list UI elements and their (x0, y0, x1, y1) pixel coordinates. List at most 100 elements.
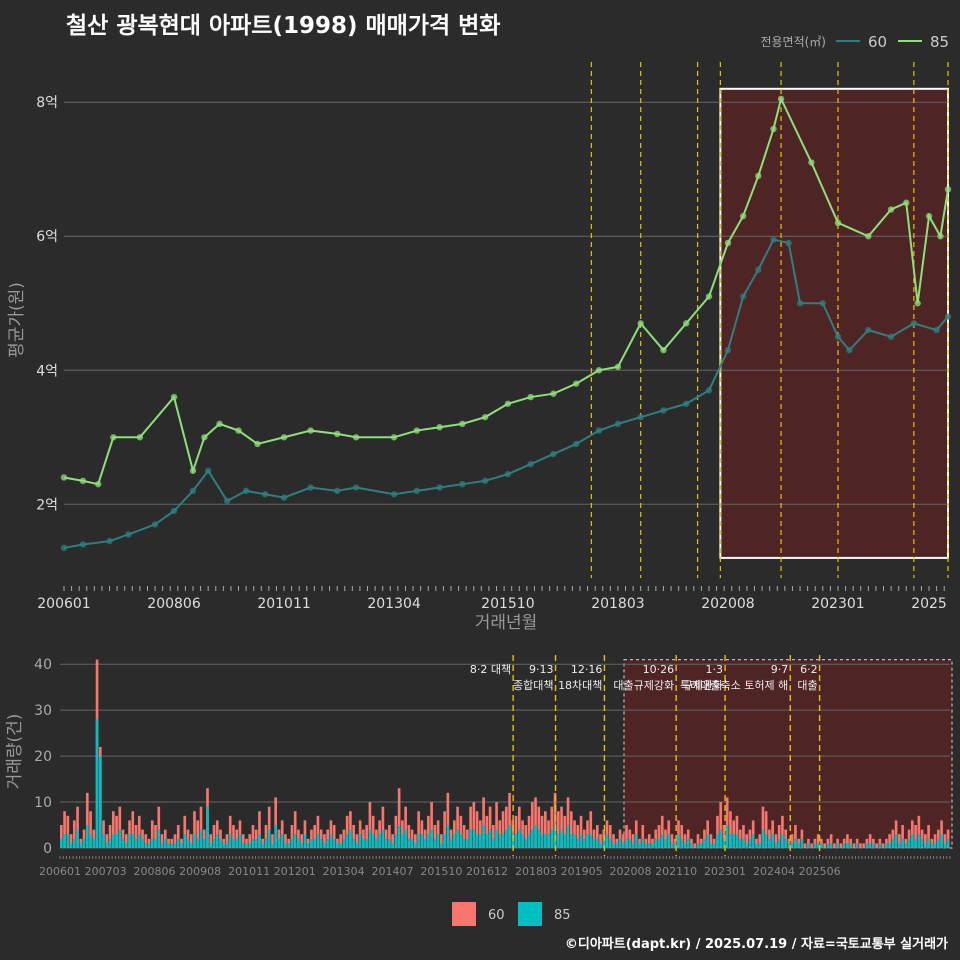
bar-85 (657, 838, 661, 848)
policy-annotation: 12·16 (571, 663, 603, 676)
bar-85 (768, 838, 771, 848)
bar-60 (612, 834, 615, 848)
bar-85 (417, 834, 420, 848)
data-point-85 (235, 427, 242, 434)
bar-85 (141, 838, 144, 848)
bar-60 (576, 825, 580, 848)
bar-60 (209, 834, 213, 848)
bar-60 (154, 825, 157, 848)
bar-60 (472, 802, 476, 848)
bar-60 (339, 834, 342, 848)
bar-x-tick-label: 201407 (372, 865, 414, 878)
bar-85 (111, 834, 115, 848)
x-axis-label: 거래년월 (475, 613, 538, 633)
bar-85 (703, 838, 706, 848)
bar-85 (797, 843, 800, 848)
bar-60 (60, 825, 63, 848)
data-point-60 (595, 427, 603, 434)
bar-60 (540, 815, 544, 848)
bar-x-tick-label: 202008 (610, 865, 652, 878)
data-point-60 (846, 346, 853, 354)
bar-85 (764, 834, 768, 848)
data-point-60 (459, 480, 466, 488)
bar-85 (66, 834, 70, 848)
y-tick-label: 4억 (36, 363, 58, 379)
bar-85 (712, 843, 716, 848)
bar-85 (904, 843, 908, 848)
bar-60 (199, 806, 203, 848)
bar-60 (228, 815, 232, 848)
bar-85 (137, 834, 141, 848)
bar-85 (615, 843, 619, 848)
bar-85 (638, 843, 641, 848)
bar-85 (641, 838, 645, 848)
bar-60 (397, 788, 401, 848)
bar-60 (560, 806, 563, 848)
bar-60 (563, 815, 567, 848)
bar-60 (683, 834, 687, 848)
bar-85 (248, 843, 252, 848)
bar-60 (764, 811, 768, 848)
bar-60 (394, 815, 398, 848)
bar-85 (381, 829, 385, 848)
bar-60 (433, 825, 437, 848)
data-point-85 (739, 212, 747, 220)
bar-85 (930, 843, 934, 848)
bar-85 (277, 838, 281, 848)
bar-85 (582, 838, 586, 848)
bar-60 (670, 834, 674, 848)
bar-60 (368, 802, 372, 848)
bar-60 (313, 825, 317, 848)
bar-60 (248, 834, 252, 848)
bar-85 (440, 843, 443, 848)
bar-y-tick-label: 20 (34, 749, 52, 765)
bar-x-tick-label: 202301 (704, 865, 746, 878)
bar-85 (92, 838, 96, 848)
data-point-85 (352, 434, 360, 441)
data-point-60 (933, 326, 940, 334)
bar-85 (729, 834, 732, 848)
bar-60 (488, 806, 492, 848)
policy-annotation: 18차대책 (558, 679, 602, 692)
bar-85 (326, 838, 329, 848)
bar-85 (85, 825, 89, 848)
bar-60 (105, 834, 109, 848)
data-point-85 (79, 477, 87, 485)
data-point-60 (413, 487, 421, 495)
policy-annotation: 1·3 (706, 663, 724, 676)
data-point-60 (333, 487, 341, 495)
data-point-85 (937, 233, 944, 240)
bar-60 (839, 843, 843, 848)
bar-85 (602, 838, 606, 848)
bar-85 (407, 838, 411, 848)
bar-60 (543, 811, 547, 848)
bar-85 (384, 838, 388, 848)
bar-60 (118, 806, 122, 848)
bar-85 (667, 834, 671, 848)
bar-60 (680, 825, 684, 848)
bar-85 (180, 843, 183, 848)
bar-85 (517, 829, 521, 848)
bar-60 (943, 834, 947, 848)
bar-60 (716, 815, 719, 848)
bar-85 (508, 825, 511, 848)
bar-60 (696, 834, 700, 848)
bar-60 (173, 834, 177, 848)
bar-85 (69, 843, 73, 848)
bar-85 (293, 834, 297, 848)
bar-60 (371, 815, 375, 848)
bar-85 (394, 834, 398, 848)
data-point-85 (110, 434, 117, 441)
bar-60 (917, 815, 921, 848)
bar-85 (196, 838, 200, 848)
bar-85 (946, 838, 950, 848)
bar-60 (459, 815, 463, 848)
bar-85 (397, 825, 401, 848)
bar-85 (170, 843, 174, 848)
data-point-85 (903, 199, 910, 206)
data-point-60 (106, 537, 113, 545)
data-point-85 (637, 320, 644, 327)
data-point-85 (755, 172, 762, 180)
bar-x-tick-label: 200908 (179, 865, 221, 878)
x-tick-label: 200601 (37, 596, 90, 612)
